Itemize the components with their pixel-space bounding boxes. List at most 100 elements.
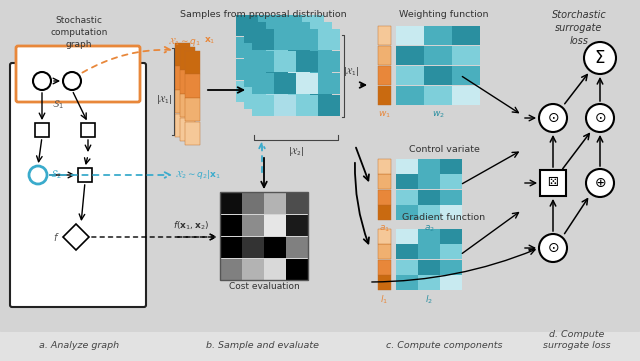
Text: $\odot$: $\odot$ [594, 111, 606, 125]
Bar [35, 123, 49, 137]
Bar [244, 65, 266, 87]
Bar [78, 168, 92, 182]
Bar [258, 36, 280, 58]
Bar [274, 95, 296, 116]
Bar [258, 14, 280, 36]
Bar [396, 244, 417, 259]
Bar [264, 192, 285, 214]
Text: a. Analyze graph: a. Analyze graph [39, 341, 119, 350]
Bar [280, 36, 301, 58]
Bar [288, 22, 310, 43]
Bar [378, 45, 391, 65]
Text: $\mathbf{x}_2$: $\mathbf{x}_2$ [300, 25, 310, 35]
Bar [264, 236, 285, 258]
Bar [185, 98, 200, 121]
Bar [318, 29, 339, 50]
Bar [280, 14, 301, 36]
Bar [378, 158, 391, 174]
Bar [175, 66, 190, 90]
Bar [296, 29, 317, 50]
Circle shape [63, 72, 81, 90]
Bar [264, 214, 285, 236]
Bar [286, 192, 307, 214]
Bar [220, 258, 241, 280]
Bar [452, 86, 479, 105]
Bar [288, 43, 310, 65]
Text: $l_1$: $l_1$ [381, 294, 388, 306]
Bar [288, 65, 310, 87]
FancyBboxPatch shape [154, 0, 371, 332]
Circle shape [33, 72, 51, 90]
Circle shape [539, 104, 567, 132]
Text: $a_2$: $a_2$ [424, 224, 435, 235]
Bar [302, 58, 323, 80]
Bar [396, 174, 417, 189]
Bar [424, 45, 451, 65]
Text: Samples from proposal distribution: Samples from proposal distribution [180, 10, 346, 19]
Bar [378, 65, 391, 85]
Text: $|\mathcal{X}_1|$: $|\mathcal{X}_1|$ [343, 65, 360, 78]
Text: Cost evaluation: Cost evaluation [228, 282, 300, 291]
Bar [244, 43, 266, 65]
Text: $\mathcal{S}_1$: $\mathcal{S}_1$ [52, 98, 64, 111]
Bar [180, 94, 195, 117]
Bar [220, 214, 241, 236]
Bar [378, 86, 391, 105]
Bar [540, 170, 566, 196]
Bar [424, 65, 451, 85]
Bar [236, 14, 257, 36]
Text: $\mathcal{S}_2$: $\mathcal{S}_2$ [50, 169, 62, 181]
Bar [378, 260, 391, 274]
Bar [286, 214, 307, 236]
Text: $f(\mathbf{x}_1, \mathbf{x}_2)$: $f(\mathbf{x}_1, \mathbf{x}_2)$ [173, 220, 209, 232]
Circle shape [584, 42, 616, 74]
Bar [244, 87, 266, 109]
Bar [175, 90, 190, 113]
Bar [452, 26, 479, 45]
Bar [280, 81, 301, 102]
Text: ⚄: ⚄ [548, 177, 559, 190]
Bar [378, 275, 391, 290]
Bar [274, 29, 296, 50]
Circle shape [29, 166, 47, 184]
Bar [452, 65, 479, 85]
Bar [302, 14, 323, 36]
Bar [180, 47, 195, 70]
Bar [280, 58, 301, 80]
Bar [266, 22, 287, 43]
Bar [242, 236, 264, 258]
Bar [310, 43, 332, 65]
Circle shape [586, 104, 614, 132]
Bar [236, 81, 257, 102]
Bar [266, 65, 287, 87]
Bar [266, 43, 287, 65]
Bar [264, 258, 285, 280]
Bar [258, 58, 280, 80]
Bar [310, 65, 332, 87]
Bar [296, 95, 317, 116]
Bar [440, 260, 461, 274]
Bar [310, 22, 332, 43]
Text: $\odot$: $\odot$ [547, 111, 559, 125]
Bar [440, 205, 461, 220]
Bar [418, 190, 440, 204]
Text: Control variate: Control variate [408, 145, 479, 154]
Bar [396, 205, 417, 220]
FancyBboxPatch shape [364, 0, 524, 332]
Bar [396, 65, 424, 85]
Bar [378, 244, 391, 259]
Bar [418, 244, 440, 259]
Bar [258, 81, 280, 102]
Text: $\odot$: $\odot$ [547, 241, 559, 255]
Bar [236, 36, 257, 58]
Bar [418, 229, 440, 244]
Text: $\mathcal{X}_2 \sim q_2|\mathbf{x}_1$: $\mathcal{X}_2 \sim q_2|\mathbf{x}_1$ [175, 168, 221, 181]
Bar [286, 236, 307, 258]
Bar [418, 260, 440, 274]
Bar [440, 244, 461, 259]
Bar [185, 74, 200, 97]
Bar [396, 86, 424, 105]
Bar [318, 73, 339, 94]
Bar [185, 122, 200, 145]
FancyBboxPatch shape [10, 63, 146, 307]
